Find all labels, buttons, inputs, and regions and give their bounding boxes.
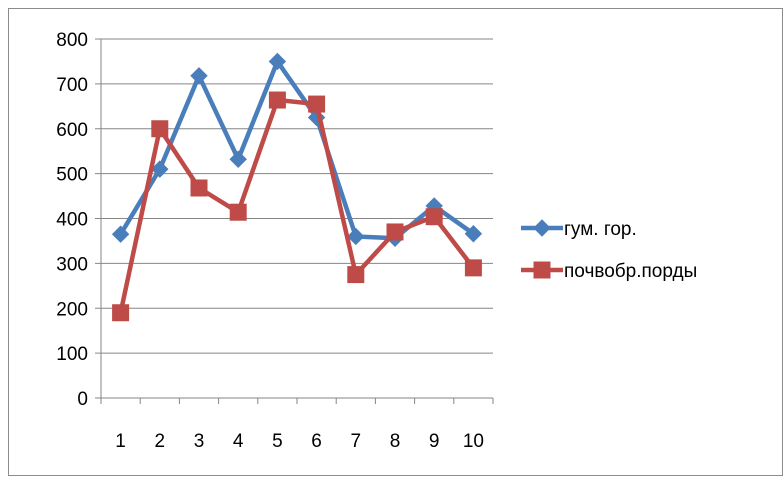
y-tick-label: 400 — [56, 210, 88, 231]
data-point — [151, 160, 169, 178]
data-point — [190, 67, 208, 85]
y-tick-label: 200 — [56, 299, 88, 320]
data-point — [229, 203, 247, 221]
legend: гум. гор. почвобр.порды — [521, 219, 697, 282]
data-point — [464, 225, 483, 243]
data-point — [268, 52, 287, 71]
x-tick-label: 1 — [115, 431, 126, 452]
y-tick-label: 800 — [56, 30, 88, 51]
plot-series — [111, 52, 483, 322]
legend-marker — [533, 219, 551, 237]
x-tick-label: 2 — [155, 431, 166, 452]
data-point — [425, 208, 443, 226]
y-tick-label: 700 — [56, 75, 88, 96]
series-2 — [112, 91, 482, 322]
axes — [95, 38, 494, 404]
legend-entry: гум. гор. — [521, 219, 637, 240]
data-point — [111, 225, 130, 243]
data-point — [464, 259, 482, 277]
data-point — [308, 95, 326, 113]
x-tick-label: 5 — [272, 431, 283, 452]
data-point — [229, 150, 247, 168]
x-tick-label: 4 — [233, 431, 244, 452]
data-point — [190, 179, 208, 197]
gridlines — [101, 38, 493, 354]
x-tick-label: 6 — [311, 431, 322, 452]
x-tick-label: 7 — [351, 431, 362, 452]
y-axis-tick-labels: 0 100 200 300 400 500 600 700 800 — [56, 30, 88, 410]
y-tick-label: 600 — [56, 120, 88, 141]
x-tick-label: 10 — [463, 431, 484, 452]
data-point — [112, 304, 130, 322]
data-point — [347, 266, 365, 284]
legend-marker — [533, 261, 551, 279]
legend-label: почвобр.порды — [564, 261, 697, 282]
y-tick-label: 500 — [56, 165, 88, 186]
y-tick-label: 300 — [56, 254, 88, 275]
x-tick-label: 9 — [429, 431, 440, 452]
legend-entry: почвобр.порды — [521, 261, 697, 282]
x-axis-tick-labels: 1 2 3 4 5 6 7 8 9 10 — [115, 431, 484, 452]
data-point — [386, 223, 404, 241]
data-point — [347, 227, 365, 246]
data-point — [268, 91, 286, 109]
series-line — [118, 97, 476, 315]
y-tick-label: 0 — [77, 389, 88, 410]
x-tick-label: 3 — [194, 431, 205, 452]
legend-label: гум. гор. — [564, 219, 637, 240]
data-point — [151, 120, 169, 138]
y-tick-label: 100 — [56, 344, 88, 365]
x-tick-label: 8 — [390, 431, 401, 452]
